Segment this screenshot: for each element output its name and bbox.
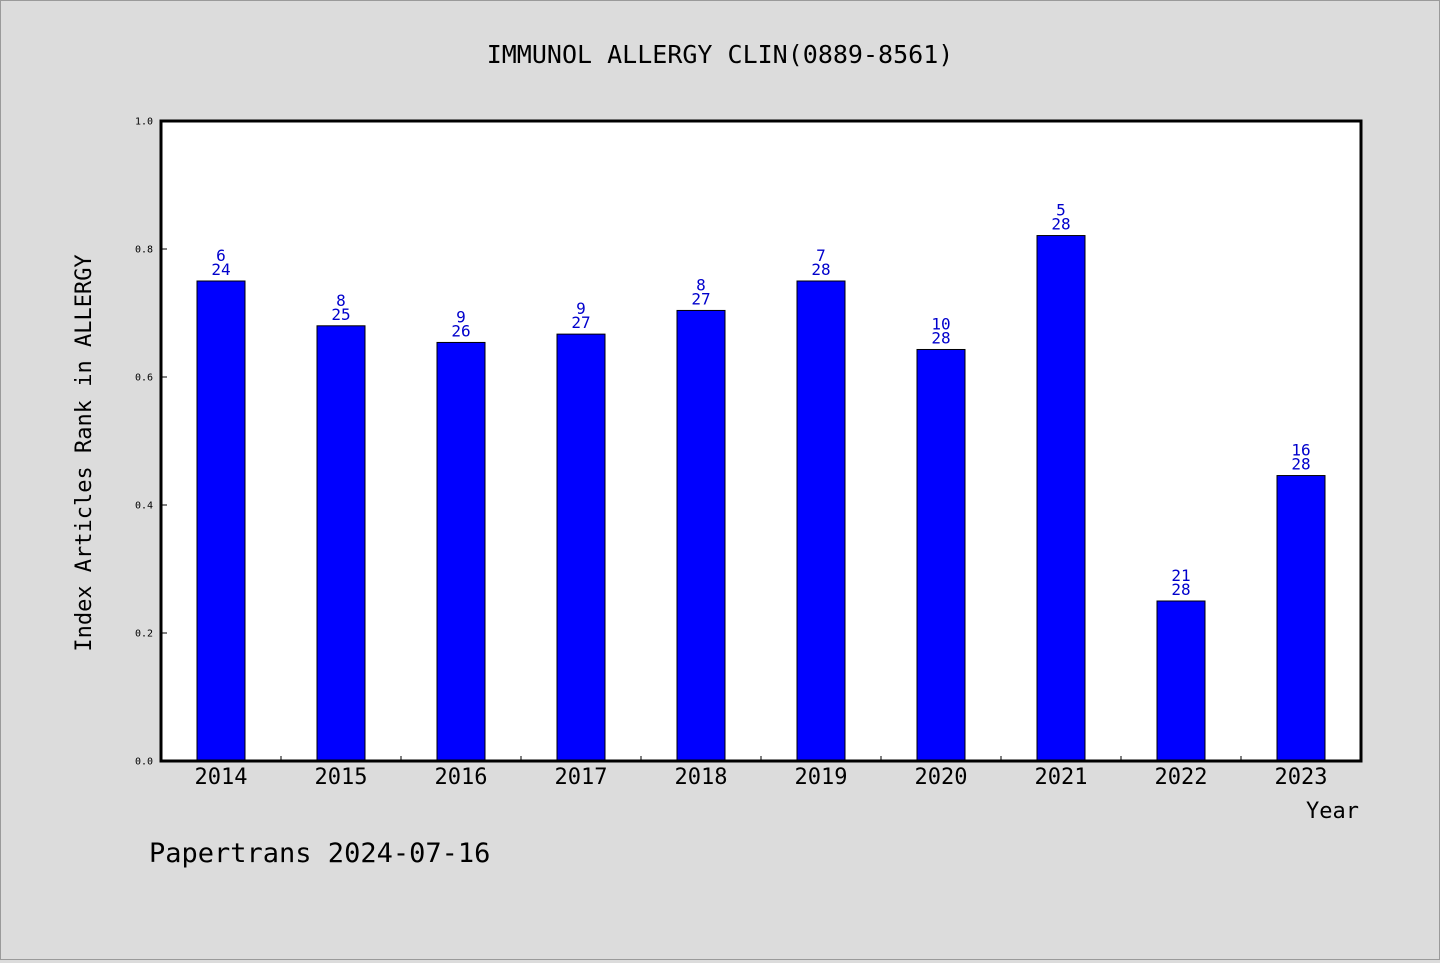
bar-2021 [1036, 235, 1086, 762]
bar-total-label-2017: 27 [571, 313, 590, 332]
x-tick-label-2017: 2017 [555, 765, 608, 790]
x-tick-label-2022: 2022 [1155, 765, 1208, 790]
x-tick-label-2016: 2016 [435, 765, 488, 790]
bar-rank-label-2018: 8 [696, 275, 706, 294]
bar-2016 [436, 341, 486, 762]
x-axis: 2014 2015 2016 2017 2018 2019 2020 2021 2022 2023 [195, 756, 1328, 790]
x-tick-label-2019: 2019 [795, 765, 848, 790]
y-axis-label: Index Articles Rank in ALLERGY [72, 254, 97, 651]
bar-rank-label-2016: 9 [456, 307, 466, 326]
bar-rank-label-2017: 9 [576, 299, 586, 318]
bar-2023 [1276, 475, 1326, 762]
bar-total-label-2022: 28 [1171, 580, 1190, 599]
bar-2019 [796, 280, 846, 762]
bar-rank-label-2021: 5 [1056, 201, 1066, 220]
bar-2022 [1156, 600, 1206, 762]
bar-total-label-2023: 28 [1291, 455, 1310, 474]
bar-2014 [196, 280, 246, 762]
footer-text: Papertrans 2024-07-16 [149, 838, 490, 869]
bar-2020 [916, 348, 966, 762]
x-tick-label-2021: 2021 [1035, 765, 1088, 790]
x-tick-label-2023: 2023 [1275, 765, 1328, 790]
bar-rank-label-2022: 21 [1171, 566, 1190, 585]
bar-rank-label-2020: 10 [931, 314, 950, 333]
bar-2017 [556, 333, 606, 762]
bar-total-label-2015: 25 [331, 305, 350, 324]
bar-total-label-2018: 27 [691, 289, 710, 308]
bar-rank-label-2023: 16 [1291, 441, 1310, 460]
bar-total-label-2021: 28 [1051, 215, 1070, 234]
bar-2015 [316, 325, 366, 762]
bar-rank-label-2014: 6 [216, 246, 226, 265]
x-tick-label-2015: 2015 [315, 765, 368, 790]
bar-2018 [676, 309, 726, 762]
y-tick-label: 0.6 [135, 373, 153, 384]
y-tick-label: 1.0 [135, 117, 153, 128]
x-tick-label-2020: 2020 [915, 765, 968, 790]
x-axis-label: Year [1306, 799, 1359, 824]
y-tick-label: 0.2 [135, 629, 153, 640]
bar-total-label-2014: 24 [211, 260, 230, 279]
bar-rank-label-2019: 7 [816, 246, 826, 265]
x-tick-label-2014: 2014 [195, 765, 248, 790]
y-tick-label: 0.0 [135, 757, 153, 768]
y-tick-label: 0.4 [135, 501, 153, 512]
plot-border [159, 119, 1363, 763]
bar-total-label-2019: 28 [811, 260, 830, 279]
bar-rank-label-2015: 8 [336, 291, 346, 310]
bar-total-label-2020: 28 [931, 328, 950, 347]
x-tick-label-2018: 2018 [675, 765, 728, 790]
bar-total-label-2016: 26 [451, 321, 470, 340]
y-tick-label: 0.8 [135, 245, 153, 256]
chart-title: IMMUNOL ALLERGY CLIN(0889-8561) [487, 40, 954, 69]
